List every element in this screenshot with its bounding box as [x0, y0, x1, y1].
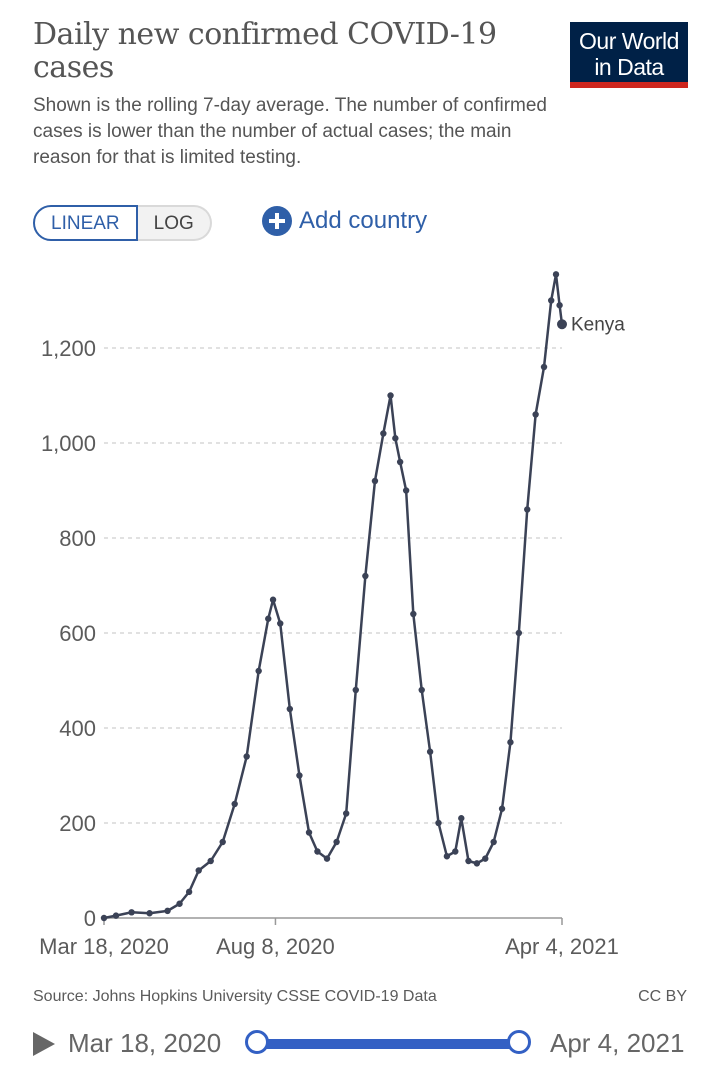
data-point — [515, 629, 523, 637]
data-point — [100, 914, 108, 922]
data-point — [426, 748, 434, 755]
data-point — [352, 686, 359, 694]
data-point — [342, 810, 350, 817]
timeline-track[interactable] — [258, 1039, 520, 1049]
data-point — [207, 857, 214, 865]
data-point — [532, 411, 539, 418]
data-point — [286, 705, 294, 713]
data-point — [185, 888, 193, 896]
series-kenya[interactable] — [100, 271, 567, 922]
data-point — [540, 363, 548, 371]
grid-lines — [104, 347, 562, 824]
data-point — [269, 596, 277, 603]
end-point-kenya — [557, 319, 567, 330]
owid-logo[interactable]: Our World in Data — [570, 22, 688, 88]
data-point — [410, 610, 417, 618]
data-point — [552, 271, 560, 278]
license-link[interactable]: CC BY — [638, 988, 687, 1005]
plus-circle-icon — [262, 206, 292, 236]
play-icon[interactable] — [33, 1032, 55, 1056]
data-point — [146, 910, 153, 917]
data-point — [176, 900, 183, 907]
data-point — [380, 430, 387, 437]
x-tick-label: Apr 4, 2021 — [505, 934, 619, 959]
data-point — [473, 860, 481, 867]
data-point — [458, 815, 465, 822]
y-tick-label: 1,200 — [41, 336, 96, 361]
data-point — [231, 800, 238, 808]
x-tick-label: Mar 18, 2020 — [39, 934, 169, 959]
y-tick-label: 400 — [59, 716, 96, 741]
timeline-end-handle[interactable] — [507, 1030, 531, 1054]
data-point — [371, 477, 379, 485]
data-point — [443, 853, 451, 860]
data-point — [164, 907, 171, 915]
timeline-end-label: Apr 4, 2021 — [550, 1028, 685, 1058]
series-line-kenya — [103, 273, 564, 920]
data-point — [387, 392, 394, 399]
data-point — [277, 620, 284, 627]
data-point — [323, 855, 331, 862]
timeline: Mar 18, 2020 Apr 4, 2021 — [0, 1020, 720, 1066]
data-point — [498, 805, 506, 812]
scale-toggle: LINEAR LOG — [33, 205, 212, 241]
data-point — [396, 458, 404, 466]
chart-title: Daily new confirmed COVID-19 cases — [33, 17, 497, 85]
logo-line-1: Our World — [579, 28, 679, 54]
x-tick-label: Aug 8, 2020 — [216, 934, 335, 959]
data-point — [435, 819, 442, 827]
data-point — [402, 487, 410, 494]
y-tick-label: 0 — [84, 906, 96, 931]
y-tick-label: 1,000 — [41, 431, 96, 456]
y-tick-label: 200 — [59, 811, 96, 836]
data-point — [219, 838, 226, 846]
x-axis: Mar 18, 2020 Aug 8, 2020 Apr 4, 2021 — [39, 917, 619, 959]
data-point — [265, 615, 272, 622]
data-point — [305, 829, 313, 836]
data-point — [195, 867, 202, 874]
data-point — [243, 753, 250, 760]
y-axis-ticks: 0 200 400 600 800 1,000 1,200 — [41, 336, 96, 931]
data-point — [296, 772, 303, 779]
log-scale-button[interactable]: LOG — [137, 205, 212, 241]
add-country-label: Add country — [299, 207, 428, 234]
data-point — [452, 848, 459, 855]
data-point — [465, 857, 472, 865]
add-country-button[interactable]: Add country — [262, 204, 427, 238]
data-point — [128, 909, 135, 916]
y-tick-label: 800 — [59, 526, 96, 551]
timeline-start-handle[interactable] — [245, 1030, 269, 1054]
line-chart: 0 200 400 600 800 1,000 1,200 Mar 18, 2020 Aug … — [39, 271, 625, 959]
data-point — [548, 297, 555, 304]
data-point — [112, 912, 120, 919]
data-point — [255, 667, 262, 675]
data-point — [524, 506, 531, 513]
linear-scale-button[interactable]: LINEAR — [33, 205, 138, 241]
series-label-kenya: Kenya — [571, 314, 625, 335]
data-point — [482, 855, 489, 862]
timeline-start-label: Mar 18, 2020 — [68, 1028, 222, 1058]
data-point — [556, 302, 563, 309]
data-point — [490, 838, 497, 846]
data-point — [333, 838, 340, 846]
source-note[interactable]: Source: Johns Hopkins University CSSE CO… — [33, 988, 437, 1005]
data-point — [507, 739, 514, 746]
data-point — [314, 848, 321, 855]
data-point — [418, 686, 425, 694]
series-labels: Kenya — [571, 314, 625, 335]
y-tick-label: 600 — [59, 621, 96, 646]
logo-line-2: in Data — [594, 54, 664, 80]
data-point — [362, 572, 369, 580]
data-point — [392, 435, 399, 442]
chart-subtitle: Shown is the rolling 7-day average. The … — [33, 95, 547, 168]
